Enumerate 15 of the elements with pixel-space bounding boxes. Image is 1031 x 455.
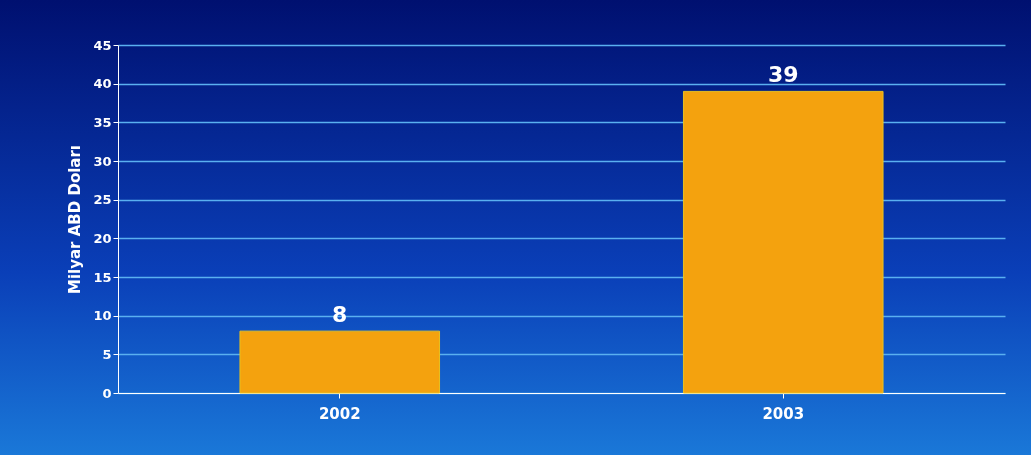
y-axis-title: Milyar ABD Doları — [66, 144, 85, 295]
y-tick-label: 10 — [93, 308, 112, 324]
data-label: 8 — [332, 302, 348, 328]
x-tick-label: 2002 — [318, 404, 361, 423]
y-tick-label: 5 — [102, 346, 112, 362]
y-tick-label: 35 — [93, 114, 112, 130]
x-tick-label: 2003 — [762, 404, 805, 423]
y-tick-label: 30 — [93, 153, 112, 169]
y-tick-label: 0 — [102, 385, 112, 401]
y-tick-label: 15 — [93, 269, 112, 285]
y-tick-label: 20 — [93, 230, 112, 246]
y-tick-label: 40 — [93, 76, 112, 92]
y-tick-label: 25 — [93, 192, 112, 208]
y-tick-label: 45 — [93, 37, 112, 53]
data-label: 39 — [767, 62, 799, 88]
